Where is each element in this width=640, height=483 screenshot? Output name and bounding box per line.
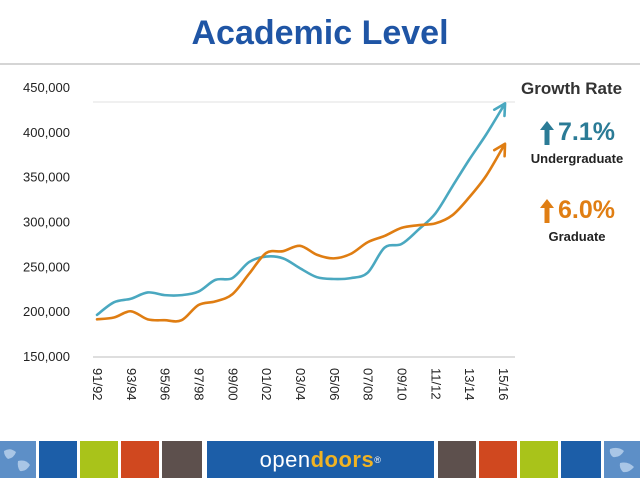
- growth-undergraduate-value: 7.1%: [558, 118, 615, 146]
- footer-banner: [0, 441, 640, 478]
- growth-graduate-label: Graduate: [548, 229, 606, 244]
- y-axis-ticks: 450,000 400,000 350,000 300,000 250,000 200,0…: [23, 80, 70, 364]
- line-chart: 450,000 400,000 350,000 300,000 250,000 200,0…: [23, 80, 515, 401]
- growth-graduate-value: 6.0%: [558, 196, 615, 224]
- series-line-undergraduate: [95, 105, 505, 317]
- world-map-tile-right: [604, 441, 640, 478]
- growth-undergraduate-value-row: 7.1%: [525, 118, 629, 147]
- x-tick-label: 01/02: [259, 368, 274, 401]
- y-tick-label: 350,000: [23, 170, 70, 185]
- y-tick-label: 400,000: [23, 125, 70, 140]
- opendoors-logo: open doors ®: [207, 441, 434, 478]
- growth-graduate-value-row: 6.0%: [525, 196, 629, 225]
- footer-color-tile: [39, 441, 77, 478]
- x-axis-ticks: 91/92 93/94 95/96 97/98 99/00 01/02 03/04 05/06…: [90, 368, 511, 401]
- footer-color-tile: [162, 441, 202, 478]
- x-tick-label: 93/94: [124, 368, 139, 401]
- footer-color-tile: [438, 441, 476, 478]
- footer-color-tile: [121, 441, 159, 478]
- y-tick-label: 150,000: [23, 349, 70, 364]
- x-tick-label: 11/12: [428, 368, 443, 400]
- footer-color-tile: [80, 441, 118, 478]
- x-tick-label: 99/00: [225, 368, 240, 401]
- y-tick-label: 200,000: [23, 304, 70, 319]
- chart-title: Academic Level: [191, 14, 449, 52]
- series-line-graduate: [95, 145, 505, 323]
- title-divider: [0, 63, 640, 65]
- chart-axes: [93, 101, 515, 358]
- footer-color-tile: [520, 441, 558, 478]
- globe-icon: [604, 441, 640, 478]
- x-tick-label: 13/14: [462, 368, 477, 401]
- x-tick-label: 05/06: [327, 368, 342, 401]
- y-tick-label: 450,000: [23, 80, 70, 95]
- x-tick-label: 09/10: [395, 368, 410, 401]
- y-tick-label: 250,000: [23, 259, 70, 274]
- globe-icon: [0, 441, 36, 478]
- growth-undergraduate-label: Undergraduate: [530, 151, 624, 166]
- x-tick-label: 91/92: [90, 368, 105, 401]
- x-tick-label: 15/16: [496, 368, 511, 401]
- growth-rate-title: Growth Rate: [521, 79, 623, 98]
- chart-series: [95, 102, 507, 323]
- y-tick-label: 300,000: [23, 215, 70, 230]
- footer-color-tile: [479, 441, 517, 478]
- up-arrow-icon: [540, 198, 554, 223]
- footer-color-tile: [561, 441, 601, 478]
- growth-undergraduate: 7.1% Undergraduate: [525, 118, 629, 166]
- x-tick-label: 97/98: [192, 368, 207, 401]
- x-tick-label: 07/08: [361, 368, 376, 401]
- logo-registered-mark: ®: [374, 454, 382, 465]
- growth-graduate: 6.0% Graduate: [525, 196, 629, 244]
- world-map-tile: [0, 441, 36, 478]
- x-tick-label: 03/04: [293, 368, 308, 401]
- series-arrowhead-graduate: [492, 142, 507, 158]
- logo-text-open: open: [259, 446, 311, 472]
- series-arrowhead-undergraduate: [492, 102, 507, 118]
- up-arrow-icon: [540, 120, 554, 145]
- logo-text-doors: doors: [310, 446, 375, 472]
- x-tick-label: 95/96: [158, 368, 173, 401]
